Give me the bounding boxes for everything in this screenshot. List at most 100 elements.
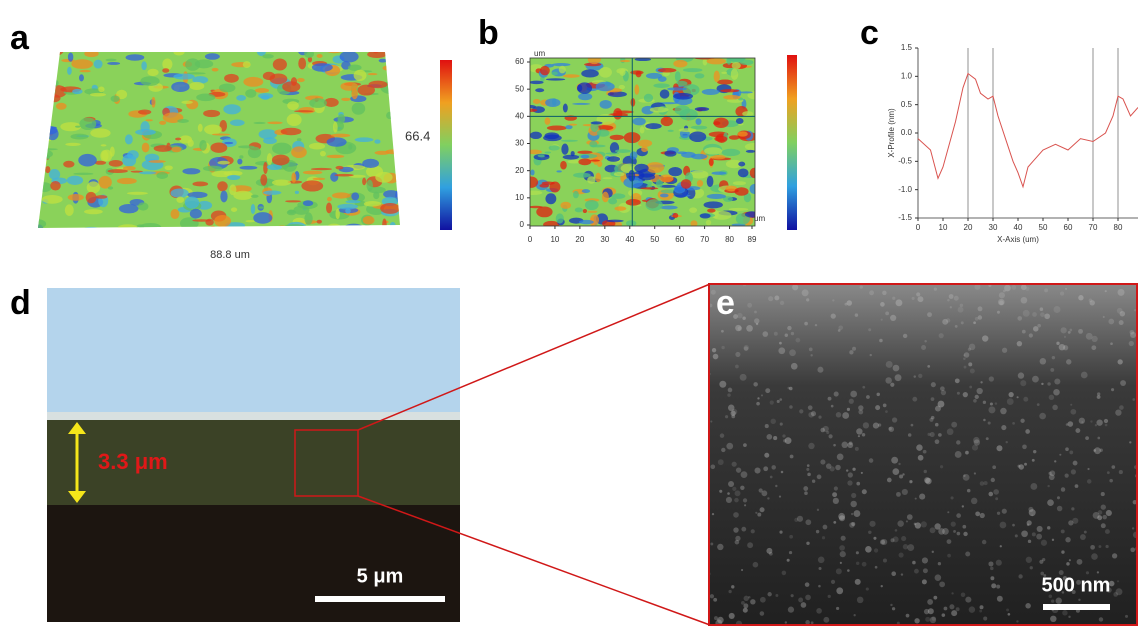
texture	[787, 387, 790, 390]
colorbar	[787, 55, 797, 230]
texture	[700, 213, 711, 218]
y-tick-label: 0.0	[901, 128, 913, 137]
texture	[263, 162, 268, 174]
texture	[729, 208, 749, 211]
texture	[47, 128, 59, 140]
texture	[975, 511, 980, 516]
texture	[1047, 485, 1049, 487]
texture	[86, 192, 97, 203]
texture	[311, 168, 332, 170]
texture	[278, 225, 286, 227]
surface-map	[27, 45, 410, 234]
texture	[227, 175, 240, 180]
texture	[1125, 615, 1128, 618]
texture	[763, 466, 768, 471]
x-tick-label: 20	[964, 223, 973, 232]
texture	[304, 50, 314, 58]
texture	[927, 312, 932, 317]
texture	[736, 118, 744, 124]
texture	[717, 80, 733, 85]
texture	[1044, 313, 1050, 319]
texture	[921, 521, 927, 527]
texture	[764, 453, 769, 458]
texture	[1051, 599, 1054, 602]
texture	[251, 204, 255, 214]
texture	[973, 321, 976, 324]
texture	[272, 155, 290, 166]
texture	[658, 68, 677, 72]
texture	[924, 470, 927, 473]
texture	[162, 58, 172, 70]
texture	[1018, 574, 1022, 578]
texture	[1120, 380, 1126, 386]
texture	[721, 448, 725, 452]
texture	[896, 299, 903, 306]
texture	[892, 417, 897, 422]
texture	[239, 155, 243, 158]
texture	[565, 125, 572, 129]
texture	[635, 58, 652, 61]
texture	[607, 156, 620, 161]
texture	[841, 536, 846, 541]
texture	[127, 150, 139, 159]
texture	[65, 143, 80, 146]
texture	[743, 443, 747, 447]
texture	[754, 311, 757, 314]
texture	[1111, 465, 1115, 469]
texture	[1026, 557, 1032, 563]
texture	[710, 464, 715, 469]
texture	[883, 558, 887, 562]
texture	[1037, 324, 1041, 328]
texture	[714, 136, 727, 142]
texture	[790, 455, 794, 459]
texture	[1025, 287, 1029, 291]
texture	[636, 71, 642, 78]
texture	[185, 196, 199, 208]
texture	[367, 180, 373, 191]
texture	[921, 345, 926, 350]
texture	[95, 195, 107, 199]
texture	[805, 595, 811, 601]
texture	[972, 445, 978, 451]
texture	[1101, 523, 1106, 528]
texture	[210, 142, 227, 152]
texture	[1071, 409, 1077, 415]
scale-bar	[315, 596, 445, 602]
y-axis-label: X-Profile (nm)	[887, 108, 896, 158]
texture	[838, 325, 843, 330]
texture	[549, 182, 560, 193]
texture	[544, 155, 549, 157]
texture	[1101, 492, 1105, 496]
texture	[282, 81, 300, 92]
texture	[1037, 403, 1040, 406]
texture	[1053, 389, 1060, 396]
texture	[850, 391, 857, 398]
x-tick-label: 50	[1039, 223, 1048, 232]
texture	[1018, 372, 1024, 378]
texture	[914, 569, 919, 574]
texture	[880, 302, 885, 307]
texture	[395, 107, 402, 114]
texture	[740, 60, 754, 65]
texture	[947, 299, 949, 301]
texture	[912, 297, 915, 300]
texture	[291, 172, 296, 182]
texture	[1030, 566, 1033, 569]
texture	[37, 148, 58, 150]
texture	[295, 191, 299, 194]
texture	[798, 598, 803, 603]
texture	[780, 301, 784, 305]
texture	[1017, 316, 1022, 321]
texture	[73, 173, 93, 175]
texture	[1052, 356, 1055, 359]
texture	[689, 131, 706, 142]
texture	[848, 472, 853, 477]
texture	[725, 415, 728, 418]
texture	[1065, 537, 1070, 542]
texture	[1020, 419, 1024, 423]
texture	[980, 605, 984, 609]
texture	[294, 110, 313, 112]
texture	[717, 544, 723, 550]
texture	[43, 64, 49, 66]
texture	[309, 98, 327, 108]
